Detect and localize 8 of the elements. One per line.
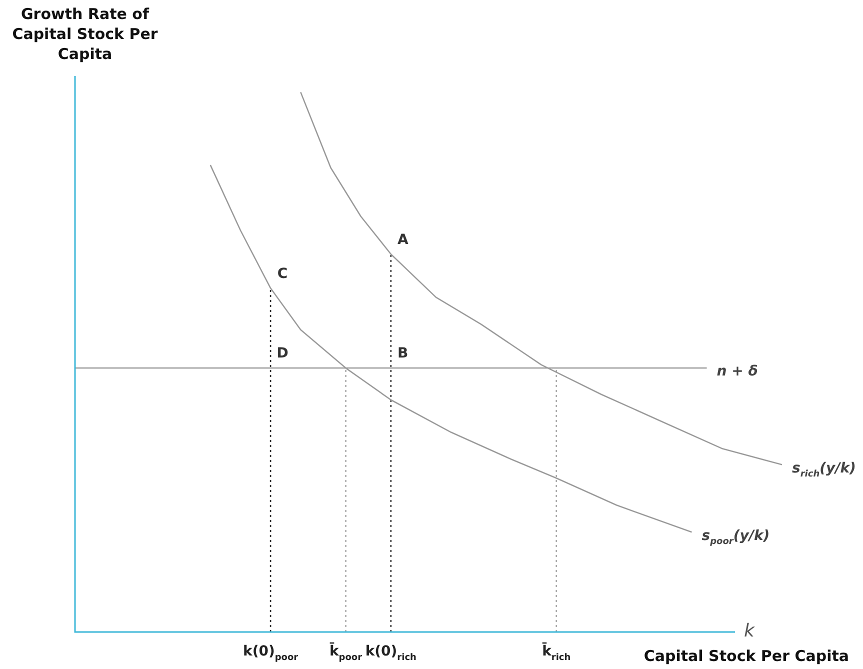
annotation: B (398, 346, 408, 362)
series-label: n + δ (716, 364, 758, 380)
annotation: A (397, 232, 408, 248)
text: Capital Stock Per Capita (644, 647, 849, 665)
y-axis-title: Growth Rate of Capital Stock Per Capita (11, 4, 159, 64)
x-axis-title: k (744, 620, 756, 642)
annotation: D (276, 346, 288, 362)
annotation: C (277, 266, 288, 282)
